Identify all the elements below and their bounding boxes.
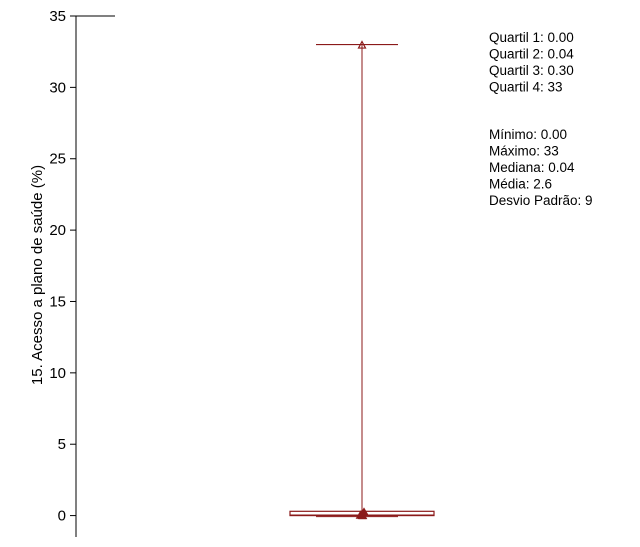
y-tick-label: 10 xyxy=(49,365,66,382)
stat-quartile-line: Quartil 4: 33 xyxy=(489,80,563,95)
y-tick-label: 30 xyxy=(49,79,66,96)
box-plot xyxy=(289,40,435,518)
y-axis: 0 5 10 15 20 25 30 35 xyxy=(49,8,115,537)
y-tick-label: 0 xyxy=(58,508,66,525)
y-axis-title: 15. Acesso a plano de saúde (%) xyxy=(29,165,46,385)
stat-summary-line: Máximo: 33 xyxy=(489,144,559,159)
stat-summary-line: Média: 2.6 xyxy=(489,177,552,192)
stat-summary-line: Mediana: 0.04 xyxy=(489,160,575,175)
stat-summary-line: Desvio Padrão: 9 xyxy=(489,193,593,208)
stat-quartile-line: Quartil 3: 0.30 xyxy=(489,63,574,78)
y-tick-label: 25 xyxy=(49,151,66,168)
data-points xyxy=(355,507,369,520)
max-marker xyxy=(357,40,367,49)
data-point xyxy=(359,507,369,515)
y-tick-label: 5 xyxy=(58,436,66,453)
stat-quartile-line: Quartil 1: 0.00 xyxy=(489,30,574,45)
stat-quartile-line: Quartil 2: 0.04 xyxy=(489,47,574,62)
y-tick-label: 20 xyxy=(49,222,66,239)
stat-summary-line: Mínimo: 0.00 xyxy=(489,127,567,142)
y-tick-label: 35 xyxy=(49,8,66,25)
y-tick-label: 15 xyxy=(49,293,66,310)
